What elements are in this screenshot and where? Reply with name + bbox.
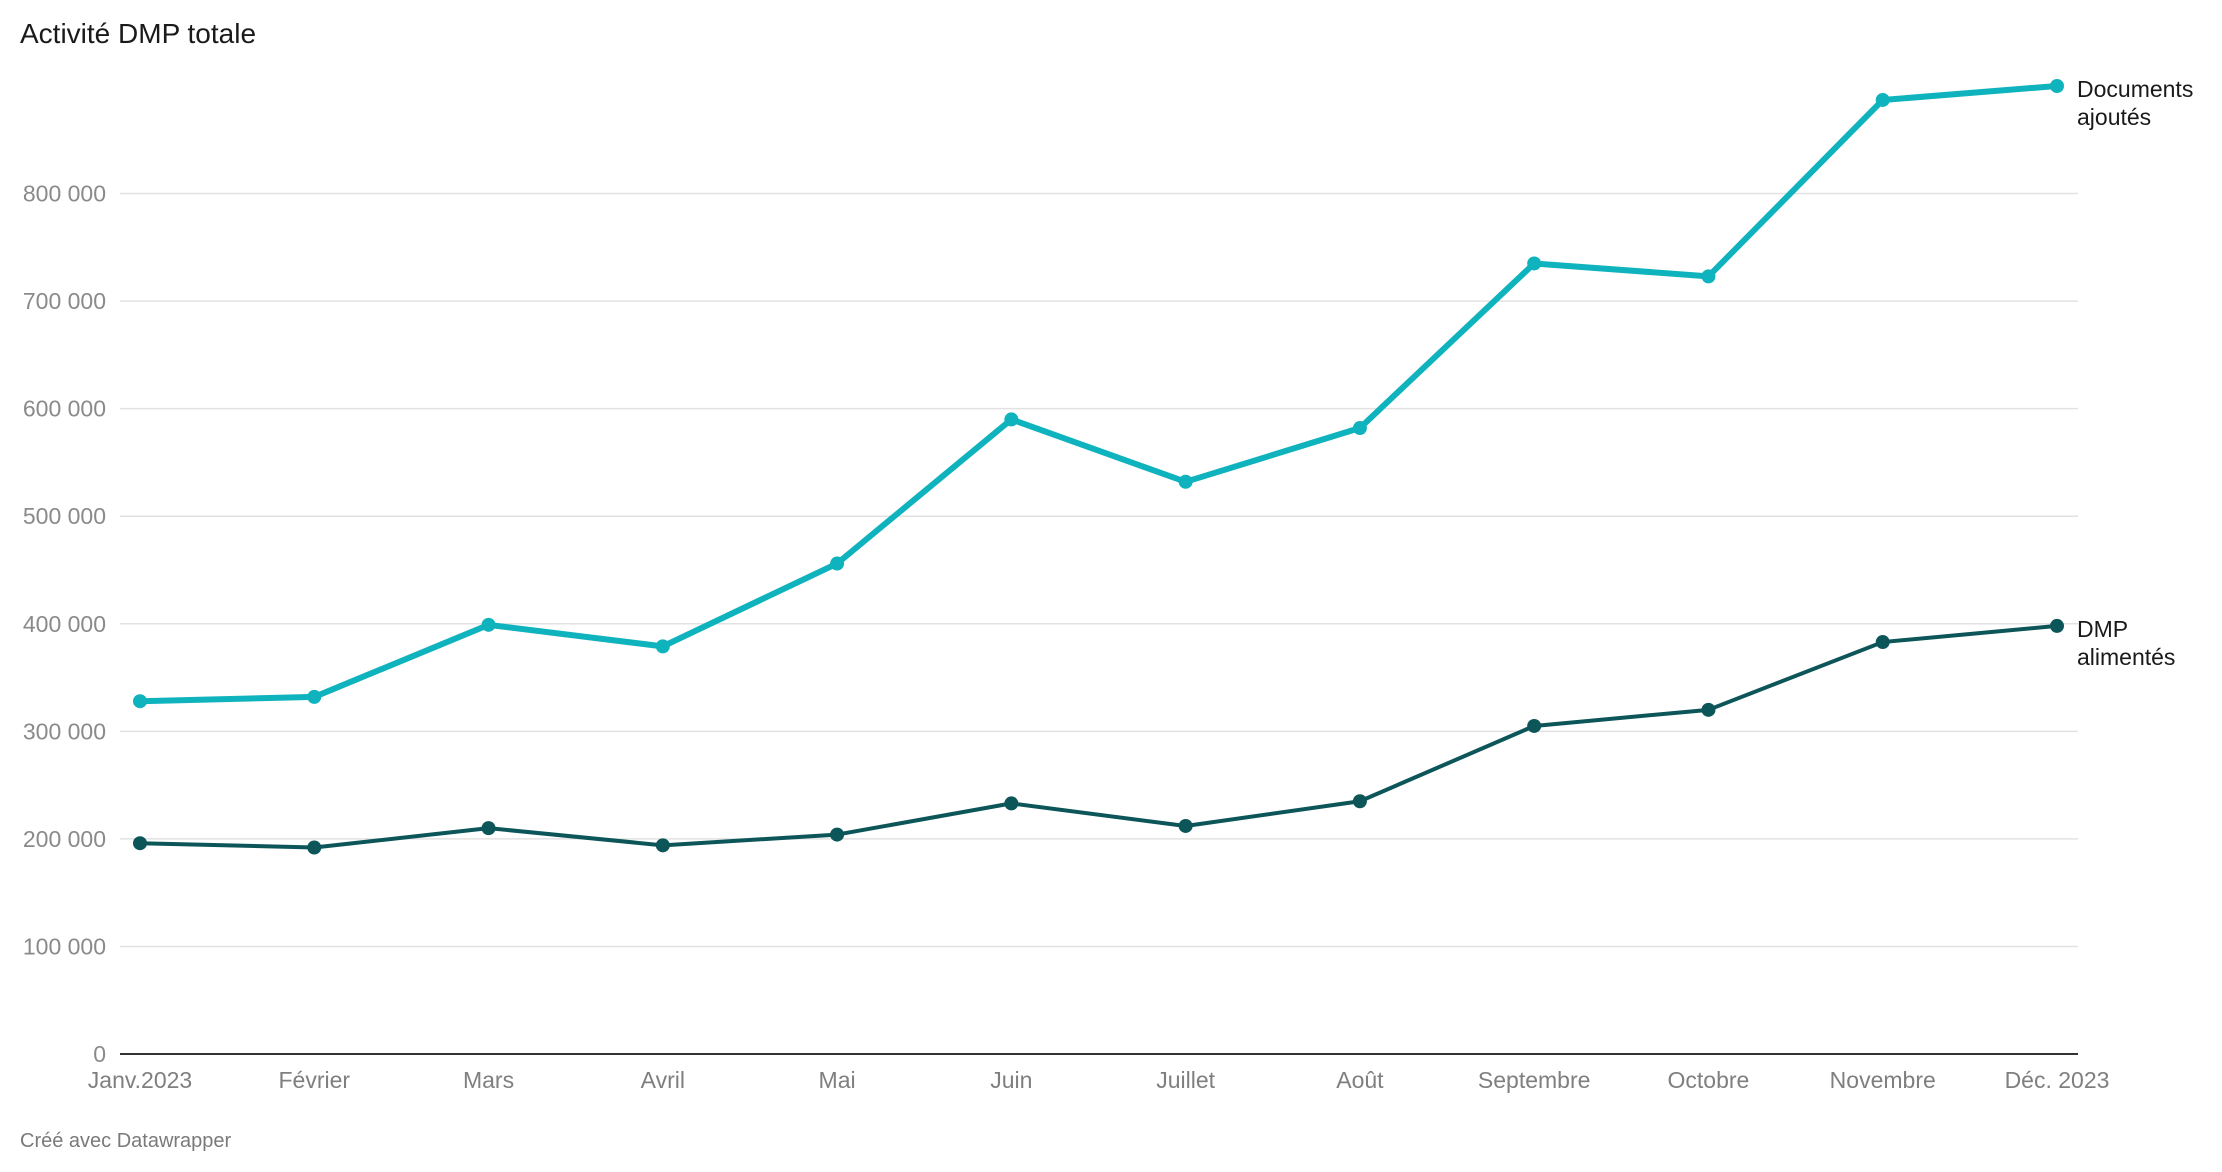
x-tick-label: Mars	[463, 1067, 514, 1093]
data-point	[1178, 818, 1193, 833]
chart-footer: Créé avec Datawrapper	[20, 1130, 232, 1152]
data-point	[1701, 269, 1716, 284]
y-tick-label: 600 000	[23, 396, 106, 422]
y-tick-label: 800 000	[23, 181, 106, 207]
x-tick-label: Juillet	[1156, 1067, 1215, 1093]
data-point	[655, 639, 670, 654]
x-tick-label: Juin	[990, 1067, 1032, 1093]
data-point	[133, 694, 147, 709]
data-point	[830, 827, 845, 842]
data-point	[1352, 421, 1367, 436]
series-label: ajoutés	[2077, 104, 2151, 130]
data-point	[1527, 256, 1542, 271]
y-tick-label: 500 000	[23, 503, 106, 529]
y-tick-label: 700 000	[23, 288, 106, 314]
data-point	[1875, 635, 1890, 650]
y-tick-label: 300 000	[23, 718, 106, 744]
series-line	[138, 623, 2059, 850]
series-line	[137, 83, 2060, 705]
data-point	[307, 840, 322, 855]
x-tick-label: Février	[278, 1067, 350, 1093]
data-point	[1875, 92, 1890, 107]
x-tick-label: Octobre	[1668, 1067, 1750, 1093]
data-point	[481, 821, 496, 836]
data-point	[1004, 412, 1019, 427]
x-tick-label: Déc. 2023	[2005, 1067, 2110, 1093]
series-label: DMP	[2077, 616, 2128, 642]
data-point	[1701, 702, 1716, 717]
data-point	[2050, 618, 2064, 633]
y-tick-label: 0	[93, 1041, 106, 1067]
data-point	[2050, 79, 2064, 93]
data-point	[1352, 794, 1367, 809]
x-tick-label: Avril	[641, 1067, 685, 1093]
data-point	[1178, 474, 1193, 489]
data-point	[1004, 796, 1019, 811]
series-label: alimentés	[2077, 644, 2175, 670]
x-tick-label: Septembre	[1478, 1067, 1591, 1093]
x-tick-label: Août	[1336, 1067, 1384, 1093]
chart-title: Activité DMP totale	[20, 18, 257, 49]
y-tick-label: 200 000	[23, 826, 106, 852]
data-point	[307, 689, 322, 704]
data-point	[481, 617, 496, 632]
data-point	[830, 556, 845, 571]
series-label: Documents	[2077, 76, 2193, 102]
x-tick-label: Mai	[819, 1067, 856, 1093]
data-point	[655, 838, 670, 853]
y-tick-label: 400 000	[23, 611, 106, 637]
x-tick-label: Janv.2023	[88, 1067, 192, 1093]
data-point	[133, 836, 147, 851]
x-tick-label: Novembre	[1830, 1067, 1936, 1093]
data-point	[1527, 718, 1542, 733]
y-tick-label: 100 000	[23, 933, 106, 959]
